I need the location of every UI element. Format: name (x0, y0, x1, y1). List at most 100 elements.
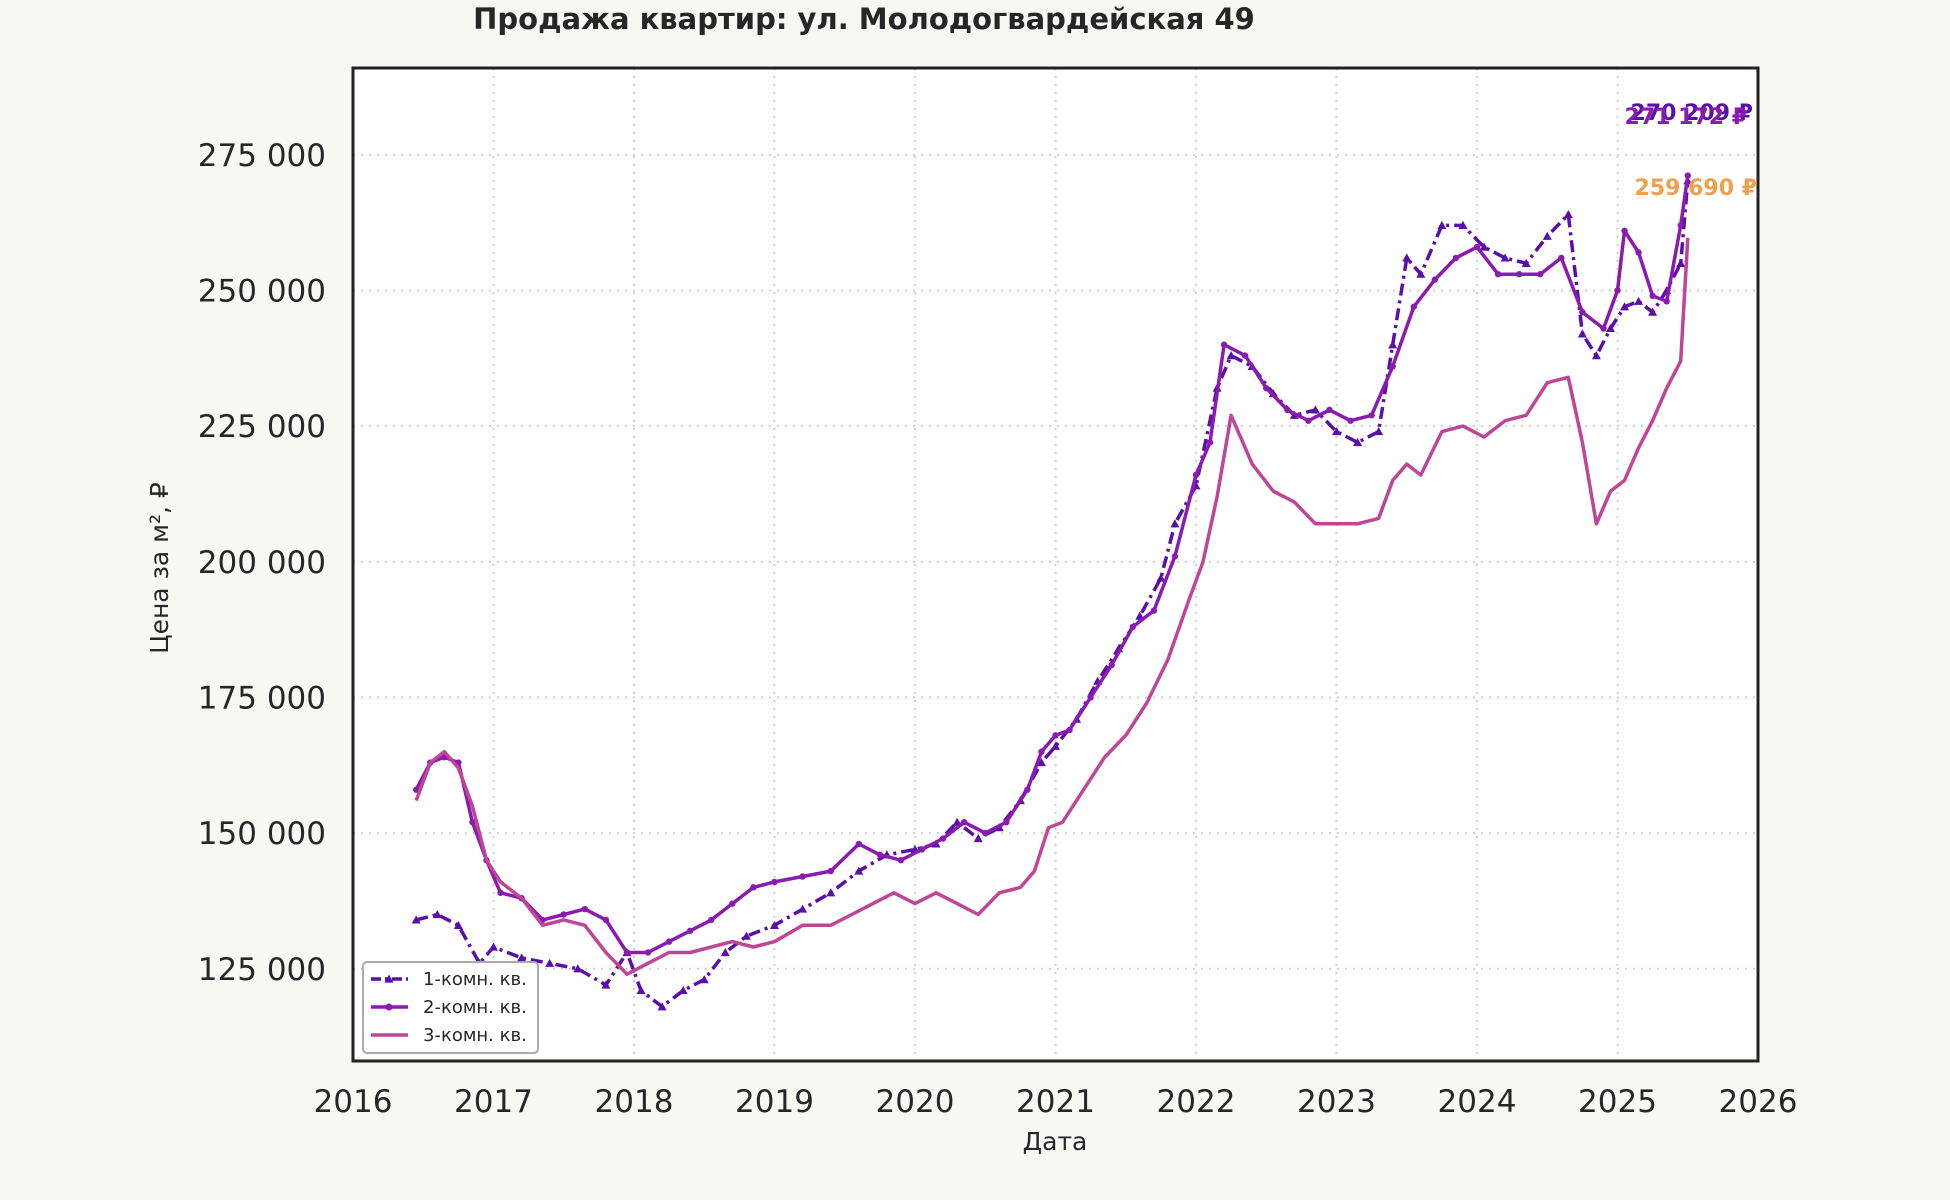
data-point (729, 900, 736, 907)
data-point (1353, 437, 1363, 447)
data-point (623, 949, 631, 956)
y-axis-title: Цена за м², ₽ (145, 482, 174, 654)
data-point (1494, 270, 1502, 278)
x-tick-label: 2020 (876, 1084, 955, 1120)
data-point (826, 888, 836, 897)
grid (353, 68, 1758, 1061)
data-point (1649, 292, 1656, 300)
data-point (1150, 607, 1158, 614)
legend: 1-комн. кв. 2-комн. кв. 3-комн. кв. (362, 961, 539, 1054)
data-point (469, 819, 476, 826)
x-axis-title: Дата (1023, 1127, 1088, 1156)
data-point (1402, 253, 1412, 262)
data-point (545, 958, 555, 967)
data-point (1206, 439, 1214, 446)
legend-marker (385, 1003, 393, 1011)
data-point (1521, 258, 1531, 267)
data-point (939, 835, 947, 842)
data-point (1614, 287, 1621, 294)
x-tick-label: 2026 (1719, 1084, 1798, 1120)
data-point (1066, 726, 1073, 734)
data-point (1192, 471, 1200, 479)
data-point (1036, 758, 1046, 767)
x-tick-label: 2018 (595, 1084, 674, 1120)
data-point (432, 909, 442, 919)
data-point (636, 985, 646, 995)
data-point (1605, 323, 1615, 333)
data-point (1108, 661, 1115, 669)
data-point (1500, 253, 1510, 262)
x-tick-label: 2023 (1297, 1084, 1376, 1120)
data-point (497, 889, 504, 896)
data-point (1473, 243, 1481, 251)
legend-label: 3-комн. кв. (423, 1025, 527, 1046)
data-point (560, 911, 567, 918)
data-point (1416, 269, 1426, 278)
data-point (798, 904, 808, 913)
data-point (1591, 351, 1601, 360)
data-point (1579, 308, 1586, 316)
data-point (657, 1002, 667, 1011)
x-tick-label: 2021 (1016, 1084, 1095, 1120)
data-point (1635, 249, 1642, 256)
y-tick-label: 150 000 (198, 816, 326, 852)
data-point (973, 834, 983, 843)
data-point (1634, 296, 1644, 305)
data-point (411, 915, 421, 924)
y-tick-label: 125 000 (198, 952, 326, 988)
end-value-label: 259 690 ₽ (1635, 176, 1757, 201)
data-point (1458, 220, 1468, 229)
data-point (1226, 351, 1236, 360)
data-point (1479, 242, 1489, 251)
data-point (1577, 329, 1587, 338)
data-point (1437, 220, 1447, 229)
data-point (1542, 231, 1552, 240)
data-point (1374, 427, 1384, 436)
y-tick-label: 250 000 (198, 273, 326, 309)
data-point (854, 866, 864, 875)
data-point (855, 840, 862, 848)
legend-label: 1-комн. кв. (423, 969, 527, 990)
y-tick-label: 275 000 (198, 138, 326, 174)
data-point (1621, 227, 1628, 234)
data-point (453, 920, 463, 929)
plot-frame (351, 66, 1760, 1063)
data-point (770, 920, 779, 929)
legend-label: 2-комн. кв. (423, 997, 527, 1018)
data-point (1305, 417, 1312, 424)
data-point (602, 916, 610, 924)
x-tick-label: 2017 (454, 1084, 533, 1120)
data-point (1648, 307, 1658, 316)
data-point (1537, 270, 1544, 278)
data-point (1600, 325, 1607, 332)
data-point (678, 985, 688, 995)
data-point (1558, 254, 1565, 262)
data-point (1452, 254, 1460, 262)
data-point (1389, 363, 1396, 370)
chart-title: Продажа квартир: ул. Молодогвардейская 4… (473, 2, 1255, 36)
data-point (1368, 412, 1375, 419)
data-point (960, 819, 968, 826)
x-tick-label: 2022 (1157, 1084, 1236, 1120)
data-point (1129, 623, 1136, 631)
data-point (799, 873, 806, 880)
data-point (1284, 406, 1291, 414)
legend-marker (384, 974, 394, 983)
data-point (982, 829, 989, 837)
data-point (1220, 341, 1228, 348)
data-point (1003, 819, 1010, 826)
x-tick-label: 2024 (1438, 1084, 1517, 1120)
data-point (1087, 694, 1094, 701)
data-point (1663, 298, 1670, 305)
data-point (1431, 276, 1439, 283)
data-point (918, 846, 926, 853)
data-point (1563, 210, 1573, 219)
data-point (1410, 303, 1417, 310)
end-value-label: 270 209 ₽ (1631, 101, 1753, 126)
data-point (720, 947, 730, 957)
tick-labels: 2016 2017 2018 2019 2020 2021 2022 2023 2024 2025… (198, 138, 1798, 1120)
data-point (1326, 406, 1333, 414)
data-point (1052, 732, 1059, 739)
legend-box (362, 961, 539, 1054)
